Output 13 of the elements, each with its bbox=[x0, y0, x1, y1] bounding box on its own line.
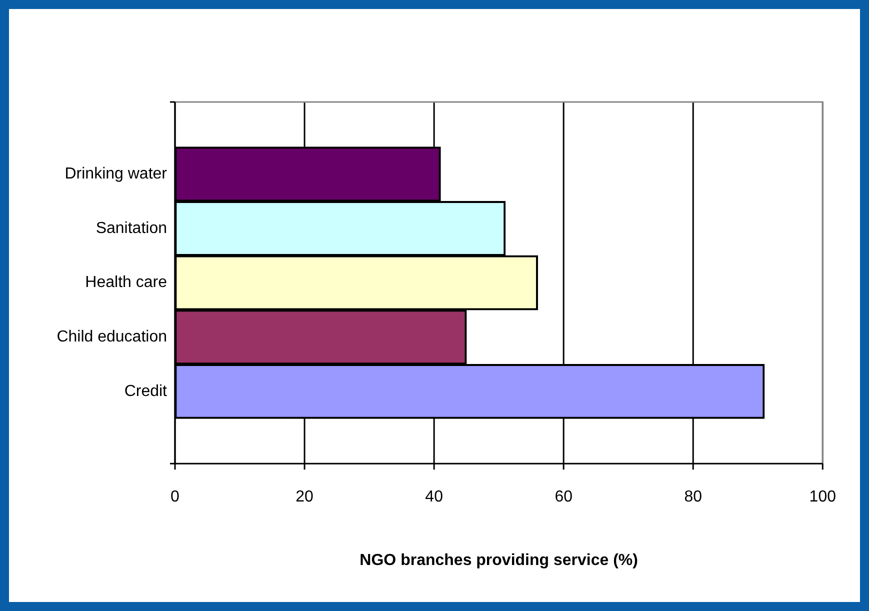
y-tick-label: Credit bbox=[124, 382, 168, 400]
x-tick-label: 40 bbox=[425, 488, 444, 506]
x-tick-label: 100 bbox=[809, 488, 836, 506]
x-tick-label: 80 bbox=[684, 488, 702, 506]
y-tick-label: Drinking water bbox=[64, 166, 168, 183]
y-tick-label: Sanitation bbox=[96, 220, 167, 237]
y-tick-label: Health care bbox=[85, 274, 168, 292]
x-tick-label: 60 bbox=[554, 488, 573, 506]
x-axis-title: NGO branches providing service (%) bbox=[360, 552, 638, 569]
x-tick-label: 20 bbox=[296, 488, 314, 506]
chart-panel: NGO branches providing service (%) 0 20 40 60 80 100 Drinking water Sanitation Health care Child education Credit bbox=[9, 9, 860, 602]
x-tick-label: 0 bbox=[170, 488, 180, 506]
y-tick-label: Child education bbox=[56, 328, 167, 346]
